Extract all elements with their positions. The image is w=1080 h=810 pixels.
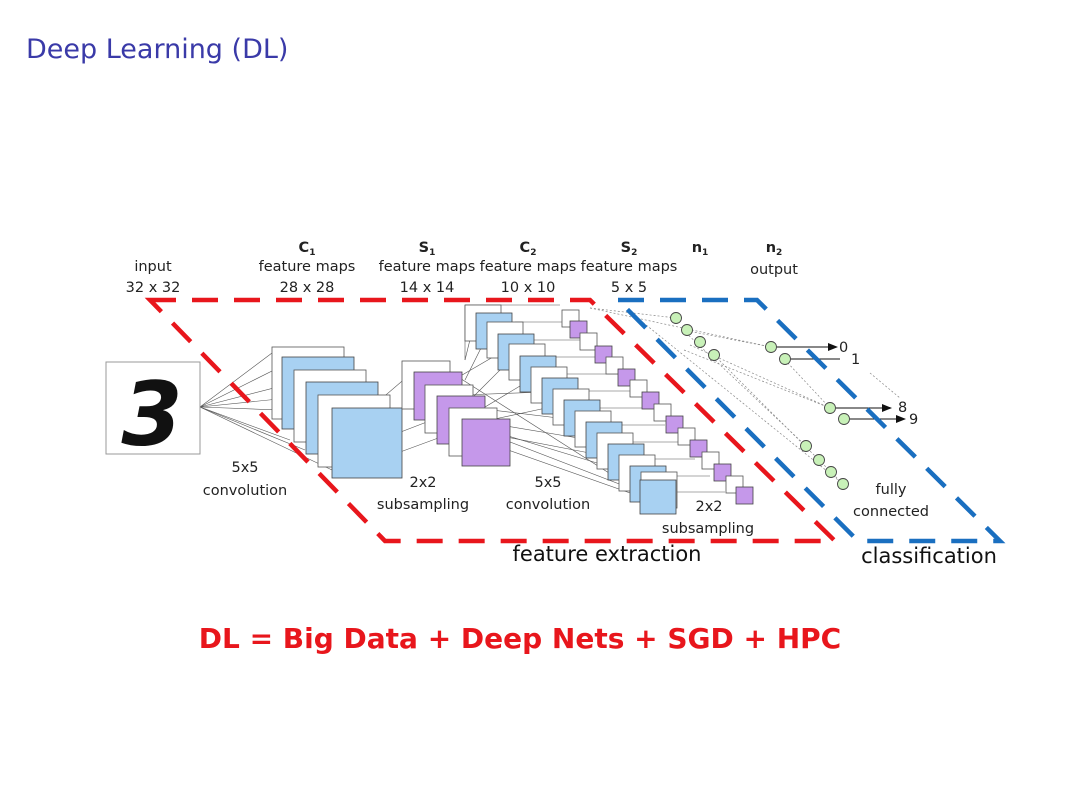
conv2-size-label: 5x5 (534, 475, 561, 491)
s1-layer-name: S1 (419, 240, 436, 258)
s2-size-label: 5 x 5 (611, 280, 647, 296)
c2-size-label: 10 x 10 (501, 280, 556, 296)
c1-feature-maps (271, 346, 403, 479)
input-image: 3 (105, 361, 201, 466)
output-label-8: 8 (898, 400, 907, 416)
classification-region (612, 297, 1006, 544)
conv1-name-label: convolution (203, 483, 287, 499)
s1-feature-maps (401, 360, 511, 467)
n1-neurons (670, 312, 849, 490)
s2-feature-maps (561, 309, 754, 505)
n1-layer-name: n1 (692, 240, 709, 258)
pool2-name-label: subsampling (662, 521, 754, 537)
n2-output-neurons (765, 341, 850, 425)
c2-feature-maps (464, 304, 678, 515)
input-size-label: 32 x 32 (126, 280, 181, 296)
slide-title: Deep Learning (DL) (26, 34, 289, 65)
s1-desc-label: feature maps (379, 259, 476, 275)
fc-name-label: connected (853, 504, 929, 520)
c1-desc-label: feature maps (259, 259, 356, 275)
conv1-size-label: 5x5 (231, 460, 258, 476)
feature-extraction-region (144, 297, 841, 544)
output-label-9: 9 (909, 412, 918, 428)
conv2-name-label: convolution (506, 497, 590, 513)
input-label: input (134, 259, 172, 275)
c1-size-label: 28 x 28 (280, 280, 335, 296)
c2-desc-label: feature maps (480, 259, 577, 275)
feature-extraction-caption: feature extraction (513, 542, 702, 566)
s2-desc-label: feature maps (581, 259, 678, 275)
classification-caption: classification (861, 544, 997, 568)
fc-size-label: fully (876, 482, 907, 498)
c2-layer-name: C2 (520, 240, 537, 258)
cnn-architecture-diagram: 3 (105, 240, 1006, 568)
s2-layer-name: S2 (621, 240, 638, 258)
dl-equation: DL = Big Data + Deep Nets + SGD + HPC (198, 622, 842, 655)
output-label-0: 0 (839, 340, 848, 356)
pool1-name-label: subsampling (377, 497, 469, 513)
pool2-size-label: 2x2 (695, 499, 722, 515)
s1-size-label: 14 x 14 (400, 280, 455, 296)
c1-layer-name: C1 (299, 240, 316, 258)
output-label-1: 1 (851, 352, 860, 368)
pool1-size-label: 2x2 (409, 475, 436, 491)
n2-layer-name: n2 (766, 240, 783, 258)
input-digit: 3 (121, 363, 182, 466)
n2-desc-label: output (750, 262, 798, 278)
